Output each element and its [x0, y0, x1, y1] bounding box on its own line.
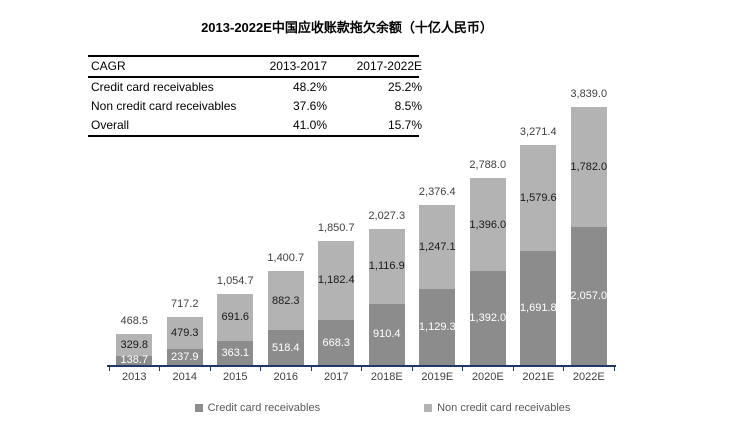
bar-segment-credit-card-2018E: 910.4	[368, 303, 405, 365]
bar-segment-credit-card-2016: 518.4	[267, 330, 304, 365]
legend-label-non-credit-card: Non credit card receivables	[437, 402, 571, 414]
bar-group-2013: 468.5 329.8 138.7	[109, 88, 160, 366]
x-axis-tick	[462, 367, 463, 371]
table-row: Overall 41.0% 15.7%	[88, 116, 422, 135]
cagr-table-header-row: CAGR 2013-2017 2017-2022E	[88, 57, 422, 78]
bar-group-2020E: 2,788.0 1,396.0 1,392.0	[463, 88, 514, 365]
x-axis-label-2021E: 2021E	[522, 371, 555, 383]
bar-segment-non-credit-card-2020E: 1,396.0	[469, 177, 506, 272]
bar-segment-credit-card-2022E: 2,057.0	[570, 226, 607, 365]
x-axis-tick	[209, 367, 211, 371]
x-axis-tick	[260, 367, 261, 371]
overall-cagr-2013-2017: 41.0%	[292, 118, 327, 132]
x-axis-tick	[361, 367, 362, 371]
bar-group-2014: 717.2 479.3 237.9	[160, 88, 211, 365]
bar-segment-credit-card-2019E: 1,129.3	[419, 289, 456, 365]
cagr-header-period2: 2017-2022E	[356, 59, 422, 73]
bar-segment-credit-card-2020E: 1,392.0	[469, 271, 506, 365]
bar-segment-credit-card-2017: 668.3	[318, 320, 355, 365]
total-label-2019E: 2,376.4	[418, 186, 456, 199]
x-axis-tick	[159, 367, 160, 371]
bar-group-2015: 1,054.7 691.6 363.1	[210, 88, 261, 365]
x-axis-label-2013: 2013	[122, 371, 147, 383]
table-row: Credit card receivables 48.2% 25.2%	[88, 78, 422, 97]
x-axis-tick	[411, 367, 413, 371]
cagr-table: CAGR 2013-2017 2017-2022E Credit card re…	[88, 55, 422, 137]
row-label-non-credit-card: Non credit card receivables	[91, 99, 237, 113]
x-axis-tick	[613, 367, 615, 371]
bar-segment-credit-card-2013: 138.7	[116, 354, 153, 366]
bar-segment-non-credit-card-2018E: 1,116.9	[368, 228, 405, 304]
x-axis-label-2014: 2014	[172, 371, 197, 383]
bar-segment-credit-card-2015: 363.1	[217, 340, 254, 365]
total-label-2013: 468.5	[120, 314, 149, 327]
bar-segment-non-credit-card-2016: 882.3	[267, 270, 304, 331]
bar-segment-credit-card-2014: 237.9	[166, 349, 203, 365]
non-credit-card-legend-swatch-icon	[424, 404, 433, 412]
total-label-2017: 1,850.7	[317, 221, 355, 234]
bar-segment-non-credit-card-2013: 329.8	[116, 333, 153, 356]
x-axis-labels: 2013 2014 2015 2016 2017 2018E 2019E 2020E 2021E…	[109, 371, 614, 385]
total-label-2015: 1,054.7	[216, 275, 254, 288]
bar-group-2016: 1,400.7 882.3 518.4	[261, 88, 312, 365]
bar-segment-non-credit-card-2021E: 1,579.6	[520, 145, 557, 252]
table-row: Non credit card receivables 37.6% 8.5%	[88, 97, 422, 116]
bar-group-2022E: 3,839.0 1,782.0 2,057.0	[564, 88, 615, 365]
total-label-2014: 717.2	[170, 297, 199, 310]
chart-legend: Credit card receivables Non credit card …	[130, 402, 635, 414]
x-axis-tick	[563, 367, 564, 371]
row-label-overall: Overall	[91, 118, 130, 132]
non-credit-card-cagr-2017-2022e: 8.5%	[394, 99, 422, 113]
chart-title: 2013-2022E中国应收账款拖欠余额（十亿人民币）	[201, 20, 493, 35]
bar-segment-non-credit-card-2022E: 1,782.0	[570, 107, 607, 227]
bar-group-2021E: 3,271.4 1,579.6 1,691.8	[513, 88, 564, 365]
non-credit-card-cagr-2013-2017: 37.6%	[292, 99, 327, 113]
total-label-2018E: 2,027.3	[368, 209, 406, 222]
bar-segment-non-credit-card-2017: 1,182.4	[318, 240, 355, 321]
bar-segment-non-credit-card-2019E: 1,247.1	[419, 205, 456, 290]
legend-item-non-credit-card: Non credit card receivables	[424, 402, 570, 414]
x-axis-label-2015: 2015	[223, 371, 248, 383]
total-label-2016: 1,400.7	[267, 251, 305, 264]
bar-segment-credit-card-2021E: 1,691.8	[520, 251, 557, 365]
x-axis-label-2020E: 2020E	[471, 371, 504, 383]
x-axis-label-2016: 2016	[273, 371, 298, 383]
bar-group-2018E: 2,027.3 1,116.9 910.4	[362, 88, 413, 365]
chart-plot: 468.5 329.8 138.7 717.2 479.3 237.9 1,054.7 691…	[109, 88, 615, 366]
bar-segment-non-credit-card-2014: 479.3	[166, 316, 203, 350]
overall-cagr-2017-2022e: 15.7%	[387, 118, 422, 132]
total-label-2022E: 3,839.0	[570, 88, 608, 100]
x-axis-tick	[310, 367, 312, 371]
cagr-header-period1: 2013-2017	[269, 59, 327, 73]
x-axis-label-2022E: 2022E	[572, 371, 605, 383]
legend-label-credit-card: Credit card receivables	[207, 402, 321, 414]
x-axis-tick	[108, 367, 110, 371]
x-axis-label-2019E: 2019E	[421, 371, 454, 383]
credit-card-cagr-2013-2017: 48.2%	[292, 80, 327, 94]
legend-item-credit-card: Credit card receivables	[194, 402, 321, 414]
x-axis-label-2018E: 2018E	[370, 371, 403, 383]
bar-group-2017: 1,850.7 1,182.4 668.3	[311, 88, 362, 365]
total-label-2021E: 3,271.4	[519, 126, 557, 139]
x-axis-line	[107, 365, 616, 367]
total-label-2020E: 2,788.0	[469, 158, 507, 171]
row-label-credit-card: Credit card receivables	[91, 80, 214, 94]
bar-segment-non-credit-card-2015: 691.6	[217, 294, 254, 341]
cagr-header-label: CAGR	[91, 59, 126, 73]
x-axis-label-2017: 2017	[324, 371, 349, 383]
bar-group-2019E: 2,376.4 1,247.1 1,129.3	[412, 88, 463, 365]
credit-card-legend-swatch-icon	[194, 404, 203, 412]
credit-card-cagr-2017-2022e: 25.2%	[387, 80, 422, 94]
x-axis-tick	[512, 367, 514, 371]
